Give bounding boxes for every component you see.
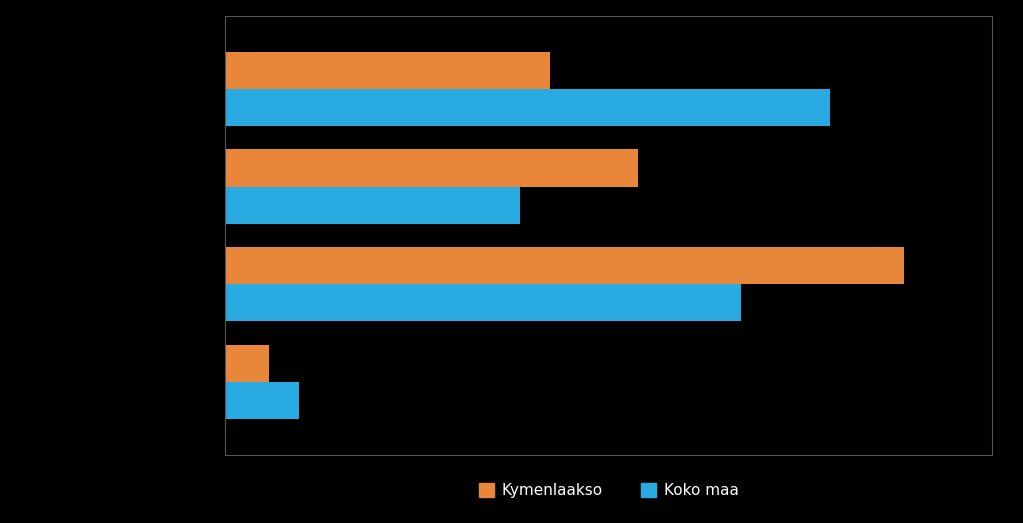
Bar (225, 345, 269, 382)
Bar (225, 382, 299, 419)
Bar (225, 247, 903, 284)
Bar (225, 52, 549, 89)
Legend: Kymenlaakso, Koko maa: Kymenlaakso, Koko maa (473, 477, 745, 505)
Bar (225, 187, 520, 224)
Bar (225, 284, 742, 321)
Bar (225, 89, 830, 126)
Bar (225, 150, 638, 187)
